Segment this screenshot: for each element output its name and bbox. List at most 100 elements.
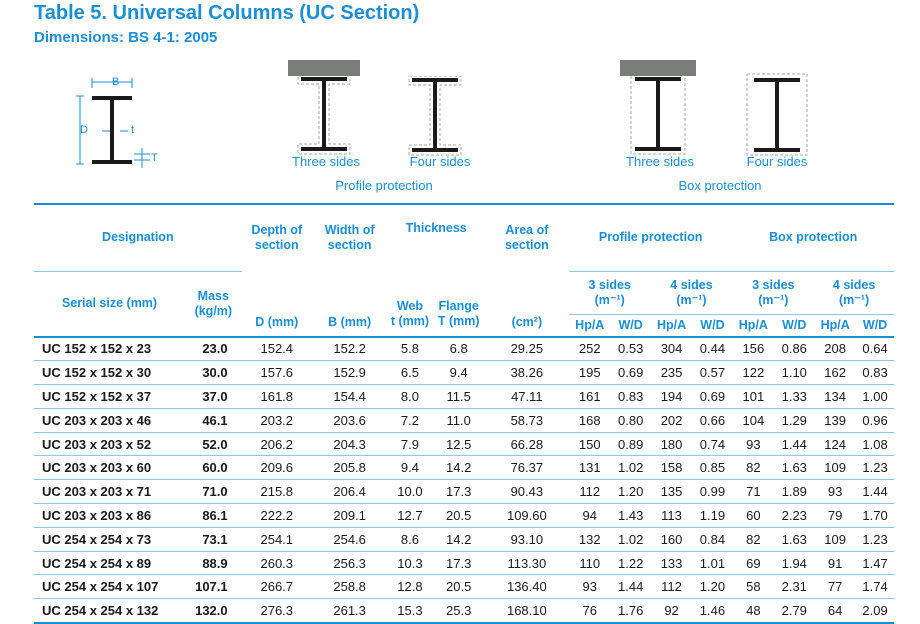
cell-profile-4-wd: 1.46 <box>692 598 733 624</box>
cell-width: 154.4 <box>311 384 388 409</box>
cell-box-3-wd: 1.10 <box>774 360 815 386</box>
cell-area: 29.25 <box>484 336 569 362</box>
uc-section-table: Designation Depth of section Width of se… <box>34 203 894 624</box>
cell-area: 38.26 <box>484 360 569 386</box>
cell-profile-3-hpa: 76 <box>568 598 611 624</box>
cell-box-4-hpa: 139 <box>814 408 857 433</box>
cell-width: 203.6 <box>311 408 388 433</box>
cell-box-4-wd: 1.47 <box>856 551 894 576</box>
cell-profile-4-wd: 0.44 <box>692 336 733 362</box>
cell-flange-thickness: 6.8 <box>432 336 485 362</box>
cell-depth: 157.6 <box>241 360 312 386</box>
page-title: Table 5. Universal Columns (UC Section) <box>34 2 420 24</box>
header-profile-4-sides: 4 sides (m⁻¹) <box>650 271 733 315</box>
cell-web-thickness: 5.8 <box>387 336 433 362</box>
cell-flange-thickness: 20.5 <box>432 574 485 600</box>
cell-serial-size: UC 254 x 254 x 89 <box>34 551 185 576</box>
cell-profile-4-wd: 0.66 <box>692 408 733 433</box>
cell-serial-size: UC 152 x 152 x 23 <box>34 336 185 362</box>
cell-profile-3-wd: 1.02 <box>610 455 651 481</box>
cell-profile-4-wd: 0.85 <box>692 455 733 481</box>
header-flange: Flange <box>438 299 479 313</box>
cell-area: 136.40 <box>484 574 569 600</box>
cell-width: 205.8 <box>311 455 388 481</box>
cell-box-4-hpa: 162 <box>814 360 857 386</box>
header-hpa: Hp/A <box>732 314 775 338</box>
cell-flange-thickness: 14.2 <box>432 527 485 552</box>
cell-depth: 276.3 <box>241 598 312 624</box>
cell-flange-thickness: 17.3 <box>432 551 485 576</box>
web-thickness-label: t <box>131 124 135 136</box>
cell-box-4-hpa: 134 <box>814 384 857 409</box>
header-profile-protection: Profile protection <box>568 203 733 272</box>
cell-profile-3-hpa: 110 <box>568 551 611 576</box>
cell-box-3-hpa: 156 <box>732 336 775 362</box>
cell-box-3-wd: 2.23 <box>774 503 815 528</box>
cell-box-4-hpa: 79 <box>814 503 857 528</box>
cell-box-4-wd: 1.23 <box>856 527 894 552</box>
table-row: UC 254 x 254 x 132 132.0 276.3 261.3 15.3 25.… <box>34 598 894 624</box>
cell-flange-thickness: 11.0 <box>432 408 485 433</box>
header-hpa: Hp/A <box>568 314 611 338</box>
header-profile-3-sides: 3 sides (m⁻¹) <box>568 271 651 315</box>
table-body: UC 152 x 152 x 23 23.0 152.4 152.2 5.8 6.8 29.… <box>34 336 894 624</box>
cell-profile-3-wd: 1.43 <box>610 503 651 528</box>
cell-profile-4-wd: 0.57 <box>692 360 733 386</box>
cell-profile-4-hpa: 158 <box>650 455 693 481</box>
cell-profile-4-wd: 1.20 <box>692 574 733 600</box>
cell-depth: 215.8 <box>241 479 312 505</box>
cell-profile-4-hpa: 133 <box>650 551 693 576</box>
cell-box-4-hpa: 91 <box>814 551 857 576</box>
cell-depth: 206.2 <box>241 432 312 457</box>
header-web-unit: t (mm) <box>387 314 433 338</box>
cell-profile-3-wd: 1.76 <box>610 598 651 624</box>
cell-box-3-wd: 1.33 <box>774 384 815 409</box>
cell-depth: 222.2 <box>241 503 312 528</box>
cell-depth: 260.3 <box>241 551 312 576</box>
cell-area: 58.73 <box>484 408 569 433</box>
cell-box-4-hpa: 109 <box>814 527 857 552</box>
cell-area: 109.60 <box>484 503 569 528</box>
cell-web-thickness: 9.4 <box>387 455 433 481</box>
cell-profile-4-wd: 0.69 <box>692 384 733 409</box>
cell-box-3-hpa: 48 <box>732 598 775 624</box>
cell-serial-size: UC 203 x 203 x 46 <box>34 408 185 433</box>
cell-profile-4-hpa: 202 <box>650 408 693 433</box>
box-four-sides-label: Four sides <box>746 154 808 169</box>
cell-box-3-hpa: 122 <box>732 360 775 386</box>
header-web: Web <box>396 299 424 313</box>
cell-width: 261.3 <box>311 598 388 624</box>
profile-four-sides-figure <box>408 76 462 156</box>
header-width-unit: B (mm) <box>311 271 388 338</box>
cell-profile-3-hpa: 150 <box>568 432 611 457</box>
cell-web-thickness: 8.6 <box>387 527 433 552</box>
cell-flange-thickness: 11.5 <box>432 384 485 409</box>
cell-profile-3-hpa: 112 <box>568 479 611 505</box>
header-wd: W/D <box>774 314 815 338</box>
cell-profile-3-hpa: 132 <box>568 527 611 552</box>
cell-profile-4-wd: 0.84 <box>692 527 733 552</box>
header-box-4-sides: 4 sides (m⁻¹) <box>814 271 894 315</box>
box-four-sides-figure <box>746 73 808 156</box>
cell-profile-3-hpa: 161 <box>568 384 611 409</box>
cell-web-thickness: 7.9 <box>387 432 433 457</box>
cell-mass: 46.1 <box>185 408 242 433</box>
depth-label: D <box>80 124 88 136</box>
header-box-3-sides: 3 sides (m⁻¹) <box>732 271 815 315</box>
table-row: UC 203 x 203 x 52 52.0 206.2 204.3 7.9 12.5 66… <box>34 432 894 457</box>
table-row: UC 254 x 254 x 73 73.1 254.1 254.6 8.6 14.2 93… <box>34 527 894 552</box>
cell-profile-3-wd: 1.22 <box>610 551 651 576</box>
cell-profile-4-hpa: 180 <box>650 432 693 457</box>
cell-width: 152.2 <box>311 336 388 362</box>
cell-serial-size: UC 203 x 203 x 60 <box>34 455 185 481</box>
cell-profile-4-wd: 0.99 <box>692 479 733 505</box>
table-row: UC 203 x 203 x 86 86.1 222.2 209.1 12.7 20.5 1… <box>34 503 894 528</box>
cell-mass: 23.0 <box>185 336 242 362</box>
header-thickness: Thickness <box>387 203 485 271</box>
table-row: UC 254 x 254 x 89 88.9 260.3 256.3 10.3 17.3 1… <box>34 551 894 576</box>
cell-serial-size: UC 203 x 203 x 52 <box>34 432 185 457</box>
cell-box-3-hpa: 82 <box>732 527 775 552</box>
cell-profile-4-wd: 1.19 <box>692 503 733 528</box>
header-hpa: Hp/A <box>814 314 857 338</box>
cell-width: 152.9 <box>311 360 388 386</box>
